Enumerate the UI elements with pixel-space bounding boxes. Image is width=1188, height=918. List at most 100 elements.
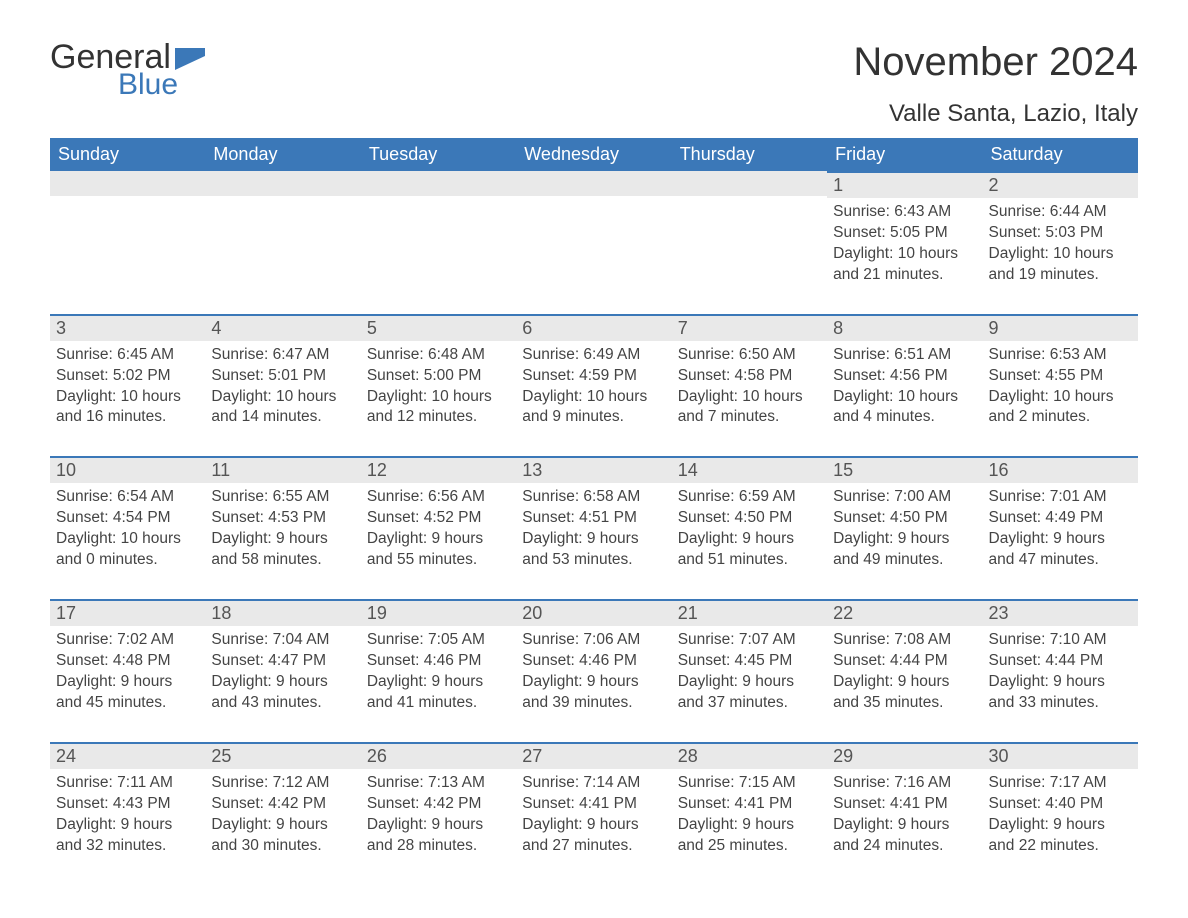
- day-body: Sunrise: 7:04 AMSunset: 4:47 PMDaylight:…: [205, 626, 360, 714]
- daylight-line1: Daylight: 9 hours: [989, 672, 1132, 693]
- sunrise-text: Sunrise: 6:50 AM: [678, 345, 821, 366]
- daylight-line1: Daylight: 9 hours: [211, 672, 354, 693]
- day-body: Sunrise: 7:05 AMSunset: 4:46 PMDaylight:…: [361, 626, 516, 714]
- day-cell: 15Sunrise: 7:00 AMSunset: 4:50 PMDayligh…: [827, 456, 982, 571]
- day-number: 25: [205, 742, 360, 769]
- weekday-tuesday: Tuesday: [361, 138, 516, 171]
- day-number: 29: [827, 742, 982, 769]
- week-row: 24Sunrise: 7:11 AMSunset: 4:43 PMDayligh…: [50, 742, 1138, 857]
- daylight-line1: Daylight: 9 hours: [367, 815, 510, 836]
- day-body: Sunrise: 6:45 AMSunset: 5:02 PMDaylight:…: [50, 341, 205, 429]
- sunset-text: Sunset: 4:48 PM: [56, 651, 199, 672]
- daylight-line1: Daylight: 9 hours: [989, 815, 1132, 836]
- sunset-text: Sunset: 4:55 PM: [989, 366, 1132, 387]
- day-number: 2: [983, 171, 1138, 198]
- sunrise-text: Sunrise: 6:45 AM: [56, 345, 199, 366]
- day-cell: 21Sunrise: 7:07 AMSunset: 4:45 PMDayligh…: [672, 599, 827, 714]
- sunset-text: Sunset: 4:41 PM: [522, 794, 665, 815]
- daylight-line1: Daylight: 10 hours: [833, 244, 976, 265]
- daylight-line2: and 28 minutes.: [367, 836, 510, 857]
- daylight-line2: and 51 minutes.: [678, 550, 821, 571]
- daylight-line2: and 58 minutes.: [211, 550, 354, 571]
- daylight-line2: and 33 minutes.: [989, 693, 1132, 714]
- day-number: 3: [50, 314, 205, 341]
- sunrise-text: Sunrise: 7:14 AM: [522, 773, 665, 794]
- sunset-text: Sunset: 4:59 PM: [522, 366, 665, 387]
- day-number: 5: [361, 314, 516, 341]
- daylight-line1: Daylight: 9 hours: [56, 672, 199, 693]
- daylight-line1: Daylight: 9 hours: [678, 815, 821, 836]
- day-cell: 25Sunrise: 7:12 AMSunset: 4:42 PMDayligh…: [205, 742, 360, 857]
- sunrise-text: Sunrise: 6:47 AM: [211, 345, 354, 366]
- daylight-line2: and 55 minutes.: [367, 550, 510, 571]
- sunrise-text: Sunrise: 6:44 AM: [989, 202, 1132, 223]
- daylight-line2: and 9 minutes.: [522, 407, 665, 428]
- sunrise-text: Sunrise: 7:10 AM: [989, 630, 1132, 651]
- day-body: Sunrise: 6:47 AMSunset: 5:01 PMDaylight:…: [205, 341, 360, 429]
- day-cell: 12Sunrise: 6:56 AMSunset: 4:52 PMDayligh…: [361, 456, 516, 571]
- location: Valle Santa, Lazio, Italy: [853, 100, 1138, 128]
- sunrise-text: Sunrise: 6:53 AM: [989, 345, 1132, 366]
- day-cell-empty: [516, 171, 671, 286]
- daylight-line2: and 12 minutes.: [367, 407, 510, 428]
- sunrise-text: Sunrise: 6:48 AM: [367, 345, 510, 366]
- daylight-line1: Daylight: 10 hours: [989, 244, 1132, 265]
- sunset-text: Sunset: 4:40 PM: [989, 794, 1132, 815]
- day-body: Sunrise: 6:58 AMSunset: 4:51 PMDaylight:…: [516, 483, 671, 571]
- day-cell: 26Sunrise: 7:13 AMSunset: 4:42 PMDayligh…: [361, 742, 516, 857]
- daylight-line1: Daylight: 9 hours: [211, 529, 354, 550]
- daylight-line1: Daylight: 10 hours: [678, 387, 821, 408]
- day-number: 12: [361, 456, 516, 483]
- sunrise-text: Sunrise: 7:15 AM: [678, 773, 821, 794]
- day-number: 13: [516, 456, 671, 483]
- daylight-line1: Daylight: 10 hours: [833, 387, 976, 408]
- day-number: [672, 171, 827, 196]
- sunset-text: Sunset: 5:01 PM: [211, 366, 354, 387]
- day-body: Sunrise: 7:15 AMSunset: 4:41 PMDaylight:…: [672, 769, 827, 857]
- daylight-line1: Daylight: 10 hours: [989, 387, 1132, 408]
- day-cell-empty: [205, 171, 360, 286]
- day-body: Sunrise: 7:17 AMSunset: 4:40 PMDaylight:…: [983, 769, 1138, 857]
- daylight-line1: Daylight: 9 hours: [833, 815, 976, 836]
- daylight-line1: Daylight: 9 hours: [522, 815, 665, 836]
- daylight-line2: and 45 minutes.: [56, 693, 199, 714]
- sunset-text: Sunset: 4:42 PM: [367, 794, 510, 815]
- week-row: 1Sunrise: 6:43 AMSunset: 5:05 PMDaylight…: [50, 171, 1138, 286]
- daylight-line1: Daylight: 9 hours: [211, 815, 354, 836]
- sunrise-text: Sunrise: 6:49 AM: [522, 345, 665, 366]
- sunset-text: Sunset: 4:42 PM: [211, 794, 354, 815]
- day-body: Sunrise: 6:59 AMSunset: 4:50 PMDaylight:…: [672, 483, 827, 571]
- week-row: 3Sunrise: 6:45 AMSunset: 5:02 PMDaylight…: [50, 314, 1138, 429]
- day-number: 11: [205, 456, 360, 483]
- day-cell: 28Sunrise: 7:15 AMSunset: 4:41 PMDayligh…: [672, 742, 827, 857]
- sunset-text: Sunset: 4:56 PM: [833, 366, 976, 387]
- sunrise-text: Sunrise: 7:06 AM: [522, 630, 665, 651]
- sunrise-text: Sunrise: 7:02 AM: [56, 630, 199, 651]
- daylight-line2: and 22 minutes.: [989, 836, 1132, 857]
- daylight-line2: and 0 minutes.: [56, 550, 199, 571]
- daylight-line2: and 30 minutes.: [211, 836, 354, 857]
- weekday-saturday: Saturday: [983, 138, 1138, 171]
- day-number: [50, 171, 205, 196]
- day-body: Sunrise: 6:44 AMSunset: 5:03 PMDaylight:…: [983, 198, 1138, 286]
- weekday-sunday: Sunday: [50, 138, 205, 171]
- sunrise-text: Sunrise: 6:55 AM: [211, 487, 354, 508]
- day-cell-empty: [361, 171, 516, 286]
- sunset-text: Sunset: 4:58 PM: [678, 366, 821, 387]
- day-cell: 19Sunrise: 7:05 AMSunset: 4:46 PMDayligh…: [361, 599, 516, 714]
- daylight-line2: and 32 minutes.: [56, 836, 199, 857]
- daylight-line1: Daylight: 10 hours: [211, 387, 354, 408]
- day-cell: 20Sunrise: 7:06 AMSunset: 4:46 PMDayligh…: [516, 599, 671, 714]
- sunrise-text: Sunrise: 7:04 AM: [211, 630, 354, 651]
- daylight-line2: and 2 minutes.: [989, 407, 1132, 428]
- sunset-text: Sunset: 5:03 PM: [989, 223, 1132, 244]
- daylight-line2: and 43 minutes.: [211, 693, 354, 714]
- daylight-line2: and 19 minutes.: [989, 265, 1132, 286]
- sunset-text: Sunset: 5:05 PM: [833, 223, 976, 244]
- sunset-text: Sunset: 4:49 PM: [989, 508, 1132, 529]
- month-title: November 2024: [853, 40, 1138, 84]
- day-cell: 24Sunrise: 7:11 AMSunset: 4:43 PMDayligh…: [50, 742, 205, 857]
- day-cell: 29Sunrise: 7:16 AMSunset: 4:41 PMDayligh…: [827, 742, 982, 857]
- day-number: 14: [672, 456, 827, 483]
- week-row: 10Sunrise: 6:54 AMSunset: 4:54 PMDayligh…: [50, 456, 1138, 571]
